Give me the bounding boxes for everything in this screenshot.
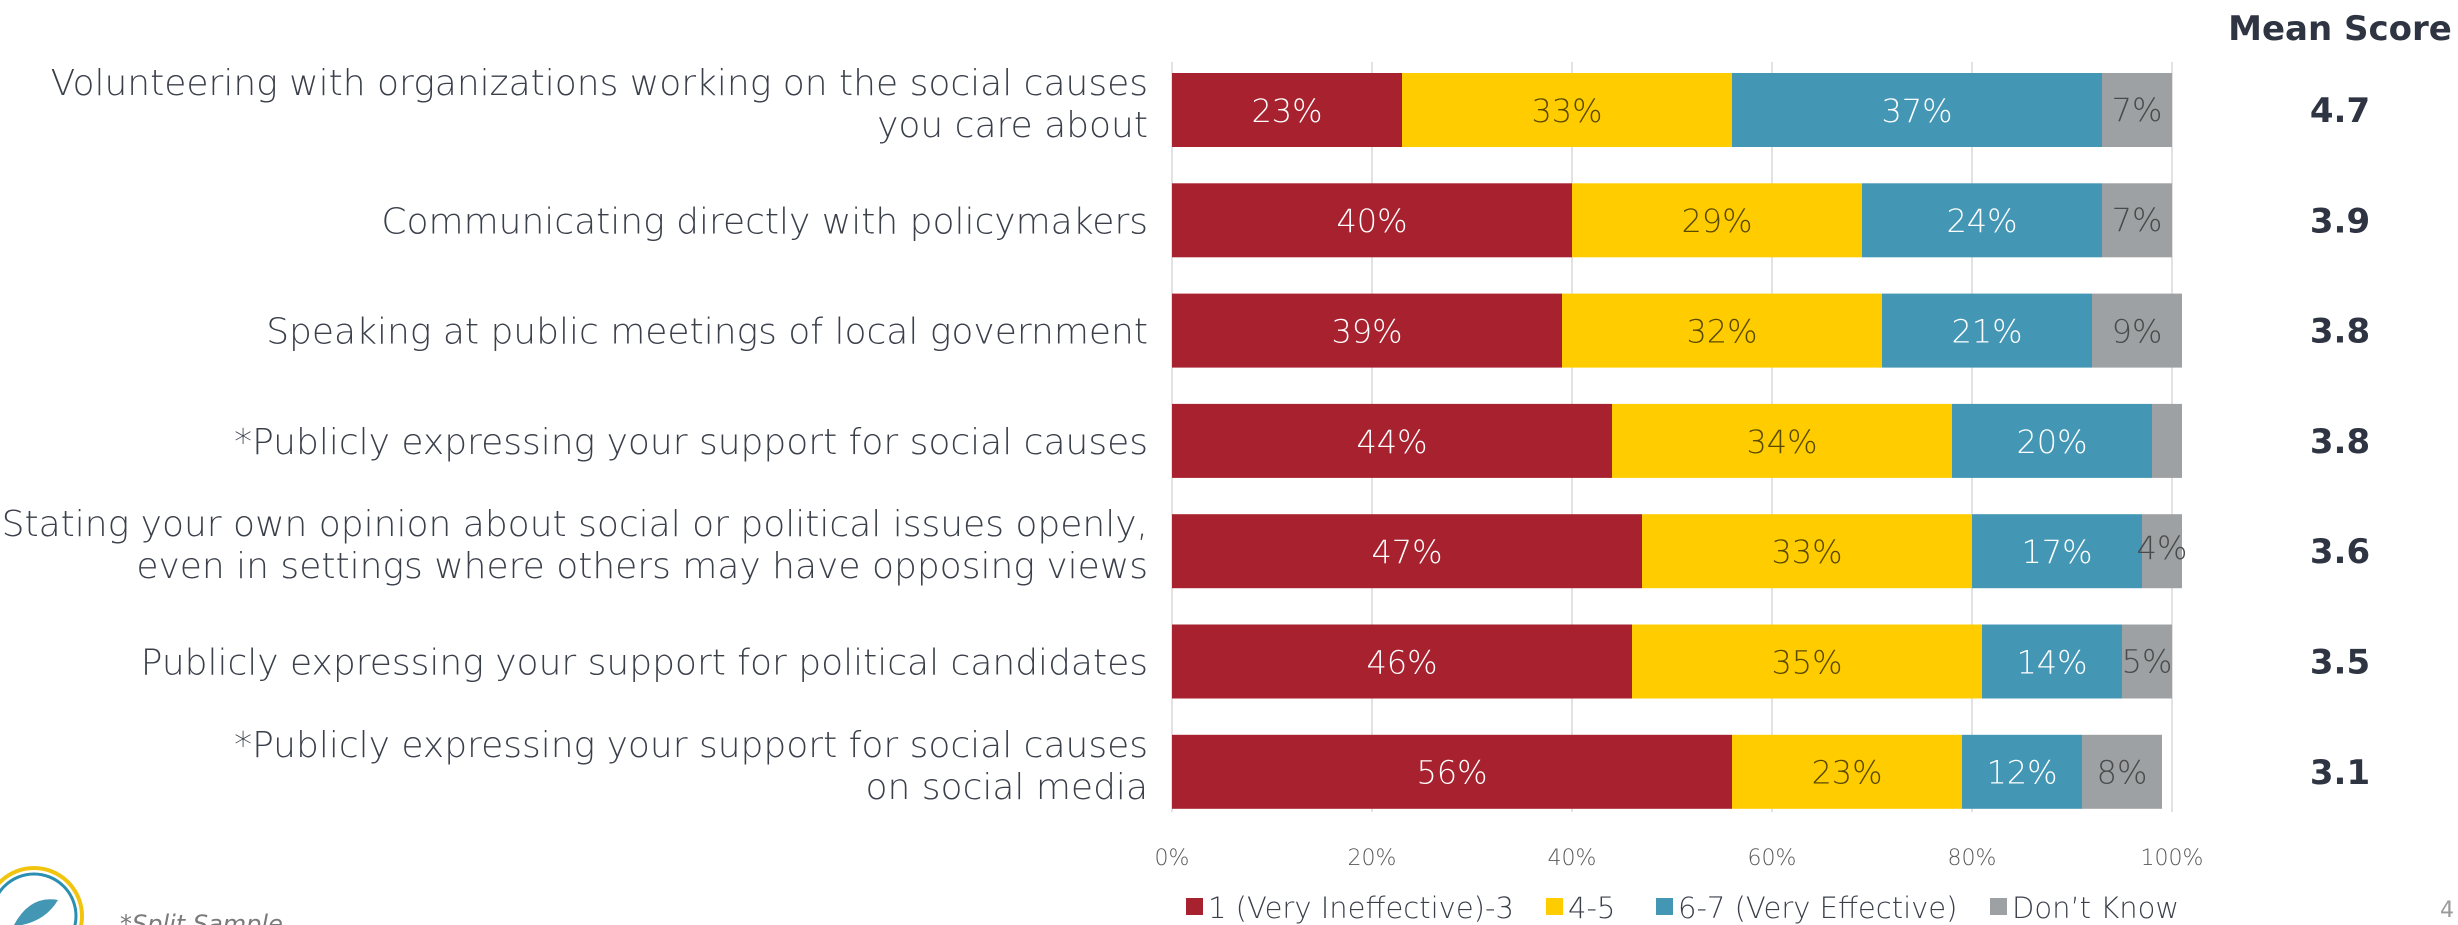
bar-data-label: 34% [1746, 423, 1817, 461]
x-tick-label: 20% [1348, 846, 1397, 871]
bar-data-label: 8% [2097, 754, 2148, 792]
logo [0, 866, 84, 925]
bar-segment [1952, 403, 2152, 478]
bar-data-label: 33% [1771, 533, 1842, 571]
mean-score: 4.7 [2310, 91, 2370, 131]
legend-swatch [1186, 898, 1203, 915]
bar-segment [1172, 73, 1402, 147]
bar-segment [2102, 73, 2172, 147]
bar-segment [2152, 403, 2182, 478]
category-label: *Publicly expressing your support for so… [234, 422, 1148, 463]
mean-score: 3.8 [2310, 312, 2370, 352]
bar-segment [1172, 734, 1732, 809]
bar-data-label: 46% [1366, 643, 1437, 681]
category-labels: Volunteering with organizations working … [2, 63, 1148, 808]
bar-segment [1982, 624, 2122, 699]
bar-segment [1172, 403, 1612, 478]
bar-data-label: 9% [2112, 312, 2163, 350]
category-label: *Publicly expressing your support for so… [234, 725, 1148, 766]
mean-score-header: Mean Score [2228, 9, 2452, 49]
bar-segment [1572, 183, 1862, 258]
bar-segment [1172, 293, 1562, 368]
bar-segment [1172, 624, 1632, 699]
bar-data-label: 33% [1531, 92, 1602, 130]
legend-label: 6-7 (Very Effective) [1678, 891, 1957, 925]
bar-segment [1632, 624, 1982, 699]
bars: 23% 33% 37% 7% 40% 29% 24% 7% 39% 32% 21% 9% 44% 34% 2… [1172, 73, 2187, 809]
mean-score: 3.9 [2310, 201, 2370, 241]
category-label: Publicly expressing your support for pol… [141, 643, 1148, 684]
x-tick-label: 60% [1748, 846, 1797, 871]
bar-data-label: 47% [1371, 533, 1442, 571]
bar-segment [1732, 734, 1962, 809]
bar-data-label: 7% [2112, 201, 2163, 239]
mean-score: 3.5 [2310, 643, 2370, 683]
category-label: Stating your own opinion about social or… [2, 504, 1148, 545]
bar-segment [1172, 183, 1572, 258]
leaf-icon [14, 899, 58, 925]
bar-segment [2092, 293, 2182, 368]
bar-segment [1962, 734, 2082, 809]
bar-data-label: 7% [2112, 91, 2163, 129]
bar-segment [2122, 624, 2172, 699]
x-tick-label: 100% [2141, 846, 2204, 871]
page-number: 4 [2440, 898, 2454, 923]
bar-segment [2142, 514, 2182, 589]
logo-ring [0, 866, 84, 925]
bar-data-label: 14% [2016, 643, 2087, 681]
mean-score: 3.1 [2310, 753, 2370, 793]
footnote: *Split Sample [120, 910, 283, 925]
category-label: Communicating directly with policymakers [381, 201, 1148, 242]
bar-segment [2102, 183, 2172, 258]
x-axis-ticks: 0% 20% 40% 60% 80% 100% [1155, 846, 2204, 871]
bar-segment [1172, 514, 1642, 589]
legend-swatch [1656, 898, 1673, 915]
legend-label: Don’t Know [2012, 891, 2179, 925]
category-label: you care about [877, 105, 1148, 146]
bar-segment [1612, 403, 1952, 478]
bar-data-label: 24% [1946, 202, 2017, 240]
category-label: on social media [866, 767, 1149, 808]
legend-label: 1 (Very Ineffective)-3 [1208, 891, 1514, 925]
bar-data-label: 12% [1986, 754, 2057, 792]
bar-data-label: 56% [1416, 754, 1487, 792]
bar-segment [1882, 293, 2092, 368]
category-label: Volunteering with organizations working … [51, 63, 1148, 104]
bar-segment [1402, 73, 1732, 147]
legend-swatch [1990, 898, 2007, 915]
mean-scores: Mean Score 4.7 3.9 3.8 3.8 3.6 3.5 3.1 [2228, 9, 2452, 793]
legend-swatch [1546, 898, 1563, 915]
bar-segment [1862, 183, 2102, 258]
bar-data-label: 23% [1811, 754, 1882, 792]
bar-data-label: 20% [2016, 423, 2087, 461]
logo-ring-inner [0, 872, 78, 925]
x-tick-label: 0% [1155, 846, 1190, 871]
bar-data-label: 37% [1881, 92, 1952, 130]
legend-label: 4-5 [1568, 891, 1615, 925]
bar-data-label: 40% [1336, 202, 1407, 240]
bar-data-label: 21% [1951, 312, 2022, 350]
bar-data-label: 5% [2122, 642, 2173, 680]
bar-segment [1732, 73, 2102, 147]
bar-data-label: 39% [1331, 312, 1402, 350]
category-label: even in settings where others may have o… [136, 546, 1148, 587]
bar-data-label: 35% [1771, 643, 1842, 681]
x-tick-label: 80% [1948, 846, 1997, 871]
bar-segment [1642, 514, 1972, 589]
bar-data-label: 44% [1356, 423, 1427, 461]
mean-score: 3.8 [2310, 422, 2370, 462]
bar-data-label: 32% [1686, 312, 1757, 350]
bar-data-label: 4% [2137, 529, 2188, 567]
legend: 1 (Very Ineffective)-3 4-5 6-7 (Very Effec… [1186, 891, 2179, 925]
bar-segment [1972, 514, 2142, 589]
x-tick-label: 40% [1548, 846, 1597, 871]
category-label: Speaking at public meetings of local gov… [266, 312, 1148, 353]
bar-data-label: 29% [1681, 202, 1752, 240]
bar-data-label: 23% [1251, 92, 1322, 130]
bar-segment [1562, 293, 1882, 368]
bar-data-label: 17% [2021, 533, 2092, 571]
mean-score: 3.6 [2310, 532, 2370, 572]
bar-segment [2082, 734, 2162, 809]
